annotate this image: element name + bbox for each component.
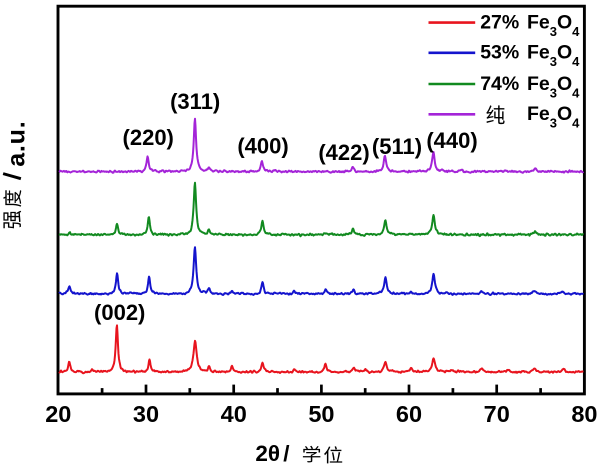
svg-text:70: 70 xyxy=(484,401,510,427)
svg-text:2θ: 2θ xyxy=(255,441,280,466)
svg-text:(220): (220) xyxy=(123,125,174,150)
svg-text:/: / xyxy=(283,441,290,466)
svg-text:30: 30 xyxy=(133,401,159,427)
svg-text:27%: 27% xyxy=(480,11,519,33)
svg-text:40: 40 xyxy=(221,401,247,427)
svg-text:a.u.: a.u. xyxy=(3,121,31,167)
svg-text:(422): (422) xyxy=(318,140,369,165)
svg-text:(002): (002) xyxy=(94,300,145,325)
svg-text:20: 20 xyxy=(45,401,71,427)
svg-text:53%: 53% xyxy=(480,42,519,64)
svg-text:(511): (511) xyxy=(372,134,422,159)
svg-text:80: 80 xyxy=(571,401,597,427)
svg-text:74%: 74% xyxy=(480,73,519,95)
svg-text:(311): (311) xyxy=(170,89,220,114)
svg-text:(440): (440) xyxy=(426,128,477,153)
svg-text:(400): (400) xyxy=(237,133,288,158)
svg-text:50: 50 xyxy=(308,401,334,427)
svg-text:60: 60 xyxy=(396,401,422,427)
